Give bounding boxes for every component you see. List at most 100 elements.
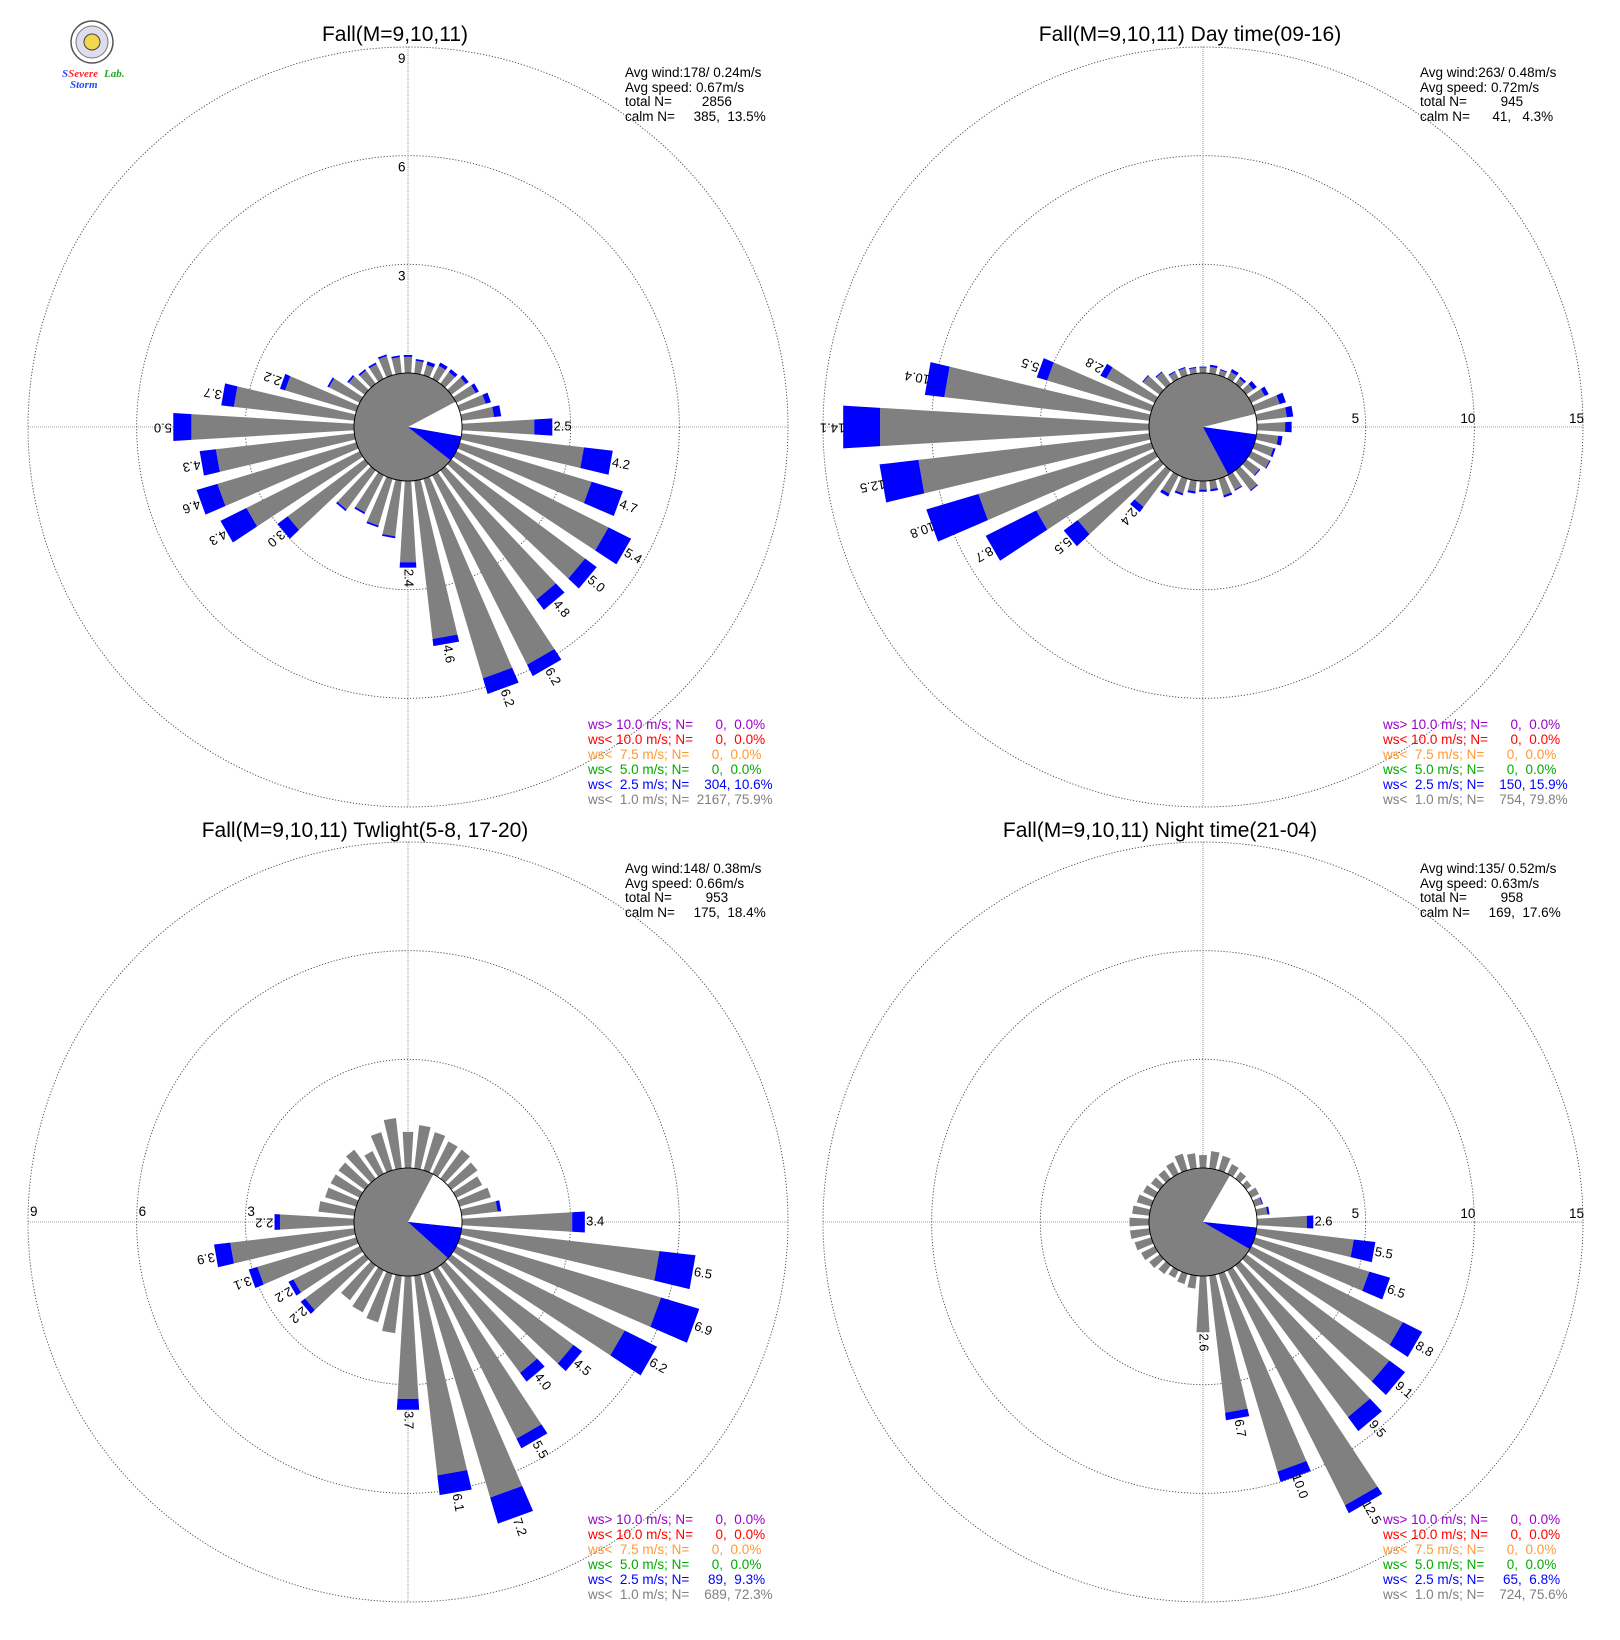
- wind-bar-blue: [354, 506, 366, 515]
- avg-wind-text: Avg wind:178/ 0.24m/s: [625, 65, 762, 80]
- wind-bar-gray: [1199, 1155, 1207, 1169]
- wind-bar-gray: [1218, 1155, 1231, 1173]
- wind-bar-blue: [1142, 374, 1149, 383]
- calm-circle-outline: [353, 372, 463, 482]
- wind-bar-gray: [1242, 383, 1254, 395]
- legend-ws-gt-10: ws> 10.0 m/s; N= 0, 0.0%: [587, 1512, 765, 1527]
- wind-bar-blue: [924, 362, 950, 398]
- bar-value-label: 3.4: [586, 1213, 604, 1228]
- wind-bar-gray: [423, 1271, 523, 1498]
- wind-bar-gray: [423, 476, 513, 679]
- wind-bar-gray: [1235, 466, 1258, 491]
- wind-bar-gray: [1166, 1162, 1179, 1177]
- wind-bar-blue: [274, 1214, 280, 1230]
- wind-bar-blue: [221, 383, 238, 407]
- wind-bar-blue: [199, 449, 220, 476]
- legend-ws-lt-7-5: ws< 7.5 m/s; N= 0, 0.0%: [1382, 747, 1556, 762]
- grid-ring: [27, 841, 789, 1603]
- wind-bar-gray: [461, 1212, 573, 1232]
- wind-bar-gray: [1134, 466, 1171, 507]
- wind-bar-blue: [1259, 1197, 1264, 1205]
- wind-bar-blue: [557, 1344, 583, 1372]
- wind-bar-blue: [1350, 1239, 1376, 1263]
- wind-bar-gray: [460, 406, 495, 421]
- wind-bar-blue: [1389, 1322, 1423, 1358]
- wind-bar-gray: [1129, 1217, 1150, 1227]
- avg-speed-text: Avg speed: 0.66m/s: [625, 876, 744, 891]
- wind-bar-blue: [985, 510, 1048, 561]
- wind-bar-gray: [191, 414, 355, 440]
- wind-bar-gray: [1187, 479, 1197, 492]
- wind-bar-blue: [490, 1485, 534, 1524]
- wind-bar-blue: [300, 1298, 315, 1314]
- wind-bar-gray: [366, 1271, 393, 1323]
- wind-bar-blue: [396, 1398, 420, 1410]
- wind-bar-gray: [432, 1267, 542, 1439]
- wind-bar-blue: [1130, 499, 1144, 513]
- wind-bar-gray: [457, 1187, 491, 1207]
- wind-bar-blue: [1210, 487, 1219, 492]
- wind-bar-gray: [287, 459, 369, 531]
- wind-bar-blue: [1168, 370, 1176, 376]
- total-n-text: total N= 958: [1420, 890, 1523, 905]
- wind-bar-gray: [1149, 1254, 1164, 1269]
- ring-label: 5: [1352, 411, 1360, 426]
- wind-bar-gray: [1177, 1271, 1188, 1285]
- legend-ws-lt-1: ws< 1.0 m/s; N= 2167, 75.9%: [587, 792, 773, 807]
- bar-value-label: 6.5: [1385, 1281, 1407, 1301]
- wind-bar-gray: [460, 1228, 660, 1281]
- calm-sector-blue: [1203, 1222, 1257, 1249]
- grid-ring: [136, 950, 680, 1494]
- wind-bar-gray: [1189, 367, 1197, 375]
- wind-bar-blue: [1276, 392, 1286, 405]
- legend-ws-lt-5: ws< 5.0 m/s; N= 0, 0.0%: [1382, 1557, 1556, 1572]
- wind-bar-gray: [1150, 1177, 1164, 1190]
- wind-bar-gray: [1242, 1254, 1390, 1382]
- legend-ws-lt-5: ws< 5.0 m/s; N= 0, 0.0%: [587, 1557, 761, 1572]
- bar-value-label: 3.7: [402, 1411, 417, 1429]
- wind-bar-gray: [1158, 1261, 1171, 1275]
- bar-value-label: 5.0: [154, 421, 172, 436]
- wind-bar-gray: [440, 372, 456, 388]
- wind-bar-blue: [595, 527, 632, 565]
- wind-bar-blue: [196, 483, 226, 515]
- wind-bar-gray: [1255, 1206, 1268, 1216]
- legend-ws-lt-10: ws< 10.0 m/s; N= 0, 0.0%: [587, 1527, 765, 1542]
- avg-speed-text: Avg speed: 0.67m/s: [625, 80, 744, 95]
- wind-bar-gray: [457, 394, 486, 412]
- wind-bar-gray: [1209, 366, 1218, 375]
- ring-label: 6: [139, 1204, 147, 1219]
- wind-bar-blue: [536, 583, 565, 610]
- wind-bar-blue: [327, 377, 335, 388]
- wind-bar-gray: [457, 1237, 662, 1327]
- wind-bar-blue: [1199, 366, 1207, 368]
- grid-ring: [1039, 1058, 1367, 1386]
- total-n-text: total N= 2856: [625, 94, 732, 109]
- wind-bar-blue: [527, 648, 562, 677]
- wind-bar-gray: [1132, 1205, 1151, 1216]
- wind-bar-blue: [492, 405, 502, 418]
- calm-n-text: calm N= 175, 18.4%: [625, 905, 766, 920]
- wind-bar-blue: [173, 413, 192, 441]
- wind-bar-blue: [347, 374, 355, 383]
- wind-bar-blue: [336, 501, 347, 512]
- windrose-plot: 3692.54.24.75.45.04.86.26.24.62.43.04.34…: [27, 46, 789, 808]
- wind-bar-gray: [453, 1246, 625, 1356]
- legend-ws-gt-10: ws> 10.0 m/s; N= 0, 0.0%: [1382, 1512, 1560, 1527]
- wind-bar-gray: [1143, 1185, 1158, 1198]
- wind-bar-gray: [1252, 1197, 1263, 1207]
- wind-bar-gray: [1252, 395, 1280, 412]
- wind-bar-gray: [1255, 433, 1279, 445]
- grid-ring: [136, 155, 680, 699]
- wind-bar-blue: [437, 1470, 472, 1496]
- bar-value-label: 6.2: [498, 687, 518, 709]
- wind-bar-gray: [1186, 1153, 1197, 1170]
- wind-bar-blue: [1155, 371, 1163, 378]
- legend: ws> 10.0 m/s; N= 0, 0.0% ws< 10.0 m/s; N…: [1382, 717, 1568, 807]
- wind-bar-blue: [1277, 1461, 1311, 1483]
- wind-bar-gray: [1129, 1228, 1151, 1240]
- wind-bar-gray: [367, 476, 393, 526]
- wind-bar-gray: [1158, 1169, 1171, 1183]
- ring-label: 10: [1460, 1206, 1475, 1221]
- calm-sector-blue: [408, 1222, 462, 1259]
